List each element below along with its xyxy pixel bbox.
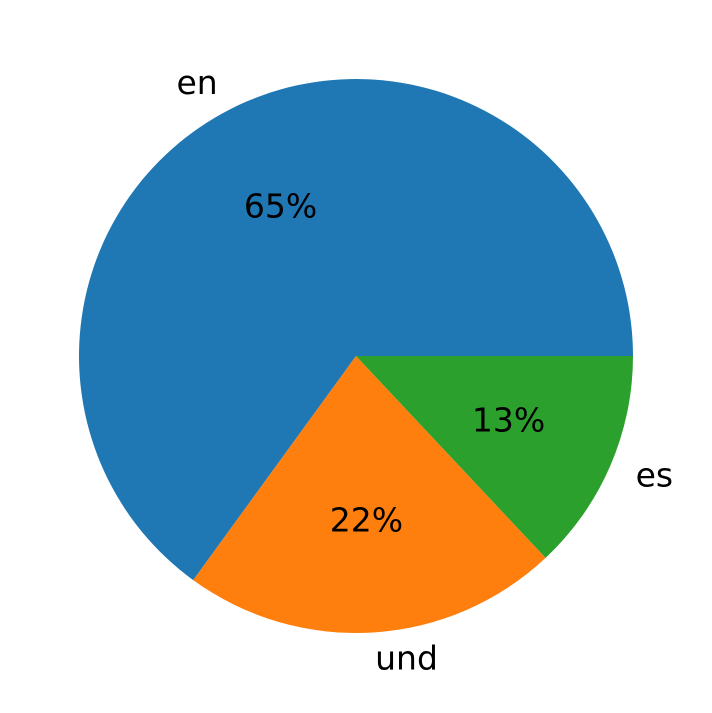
slice-label: es xyxy=(636,456,674,495)
value-label: 13% xyxy=(472,401,545,440)
slice-label: en xyxy=(176,63,217,102)
value-label: 22% xyxy=(330,500,403,539)
slice-label: und xyxy=(375,639,438,678)
pie-slice xyxy=(193,356,546,633)
pie-slice xyxy=(79,79,634,581)
value-label: 65% xyxy=(244,186,317,225)
pie-slice xyxy=(356,356,633,558)
